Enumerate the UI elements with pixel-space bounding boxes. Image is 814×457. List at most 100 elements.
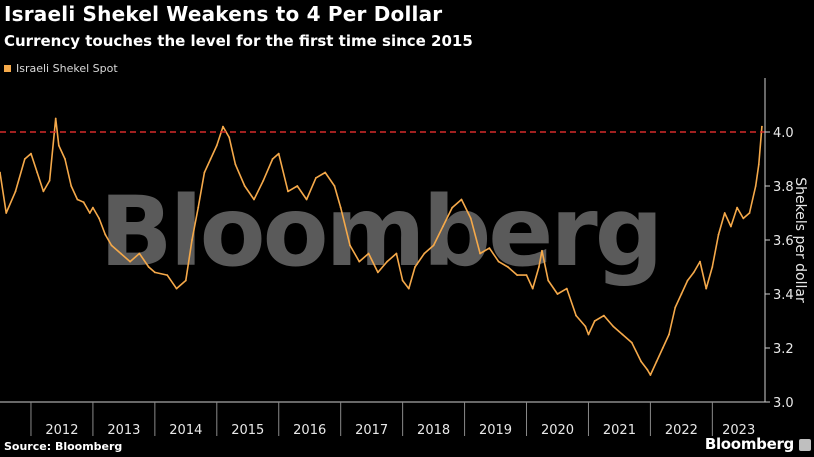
data-point	[184, 279, 187, 282]
data-point	[603, 314, 605, 317]
data-point	[761, 125, 763, 128]
data-point	[386, 260, 389, 263]
source-note: Source: Bloomberg	[4, 440, 123, 453]
data-point	[203, 171, 206, 174]
data-point	[296, 185, 299, 187]
data-point	[36, 171, 39, 174]
data-point	[441, 225, 444, 228]
data-point	[593, 320, 596, 322]
chart-title: Israeli Shekel Weakens to 4 Per Dollar	[4, 2, 443, 26]
data-point	[5, 212, 8, 214]
data-point	[587, 333, 590, 336]
data-point	[736, 206, 739, 209]
data-point	[699, 260, 701, 263]
data-point	[253, 198, 255, 201]
data-point	[209, 158, 212, 160]
data-point	[23, 158, 26, 160]
data-point	[407, 287, 410, 290]
data-point	[147, 266, 150, 268]
data-point	[175, 287, 178, 290]
data-point	[584, 325, 587, 328]
y-tick-label: 3.0	[773, 396, 794, 411]
data-point	[88, 212, 91, 214]
data-point	[742, 217, 745, 220]
data-point	[376, 271, 379, 274]
data-point	[507, 266, 509, 268]
data-point	[680, 293, 683, 295]
data-point	[497, 260, 500, 263]
data-point	[460, 198, 463, 201]
data-point	[110, 244, 113, 247]
data-point	[54, 117, 57, 120]
brand-logo-text: Bloomberg	[704, 435, 794, 453]
data-point	[197, 206, 200, 209]
data-point	[215, 144, 218, 147]
data-point	[547, 279, 550, 282]
data-point	[661, 347, 664, 349]
legend-swatch	[4, 65, 11, 72]
data-point	[668, 333, 670, 336]
legend: Israeli Shekel Spot	[4, 62, 118, 75]
x-tick-label: 2020	[541, 423, 574, 438]
data-point	[277, 152, 280, 155]
data-point	[358, 260, 361, 263]
data-point	[305, 198, 308, 201]
data-point	[565, 287, 568, 290]
data-point	[262, 179, 265, 182]
data-point	[153, 271, 156, 274]
data-point	[82, 201, 85, 204]
data-point	[315, 177, 317, 179]
x-tick-label: 2019	[479, 423, 512, 438]
data-point	[401, 279, 404, 282]
data-point	[14, 190, 17, 193]
data-point	[70, 185, 73, 187]
data-point	[104, 233, 107, 236]
data-point	[516, 274, 519, 276]
data-point	[48, 179, 51, 182]
x-tick-label: 2022	[665, 423, 698, 438]
x-tick-label: 2016	[293, 423, 326, 438]
data-point	[138, 252, 141, 255]
data-point	[0, 171, 1, 174]
data-point	[129, 260, 131, 263]
y-tick-label: 4.0	[773, 126, 794, 141]
data-point	[423, 252, 426, 255]
bloomberg-chart-icon	[799, 439, 811, 451]
y-tick-label: 3.2	[773, 342, 794, 357]
data-point	[287, 190, 289, 193]
data-point	[705, 287, 708, 290]
data-point	[64, 158, 66, 160]
data-point	[333, 185, 336, 187]
data-point	[649, 374, 652, 376]
data-point	[166, 274, 169, 276]
data-point	[646, 368, 649, 371]
data-point	[488, 247, 491, 250]
data-point	[748, 212, 751, 214]
x-tick-label: 2021	[603, 423, 636, 438]
data-point	[541, 249, 543, 252]
data-point	[640, 360, 643, 363]
data-point	[92, 206, 94, 209]
x-tick-label: 2014	[169, 423, 202, 438]
data-point	[686, 279, 689, 282]
x-tick-label: 2013	[107, 423, 140, 438]
x-tick-label: 2023	[722, 423, 755, 438]
data-point	[730, 225, 732, 228]
data-point	[655, 360, 658, 363]
data-point	[674, 306, 677, 309]
data-point	[222, 125, 224, 128]
x-tick-label: 2015	[231, 423, 264, 438]
data-point	[531, 287, 534, 290]
data-point	[324, 171, 327, 174]
data-point	[711, 266, 714, 268]
data-point	[556, 293, 559, 295]
data-point	[630, 341, 633, 344]
data-point	[479, 252, 481, 255]
legend-label: Israeli Shekel Spot	[16, 62, 118, 75]
data-point	[228, 136, 231, 139]
data-point	[612, 325, 615, 328]
data-point	[717, 233, 720, 236]
data-point	[271, 158, 274, 160]
data-point	[538, 266, 540, 268]
